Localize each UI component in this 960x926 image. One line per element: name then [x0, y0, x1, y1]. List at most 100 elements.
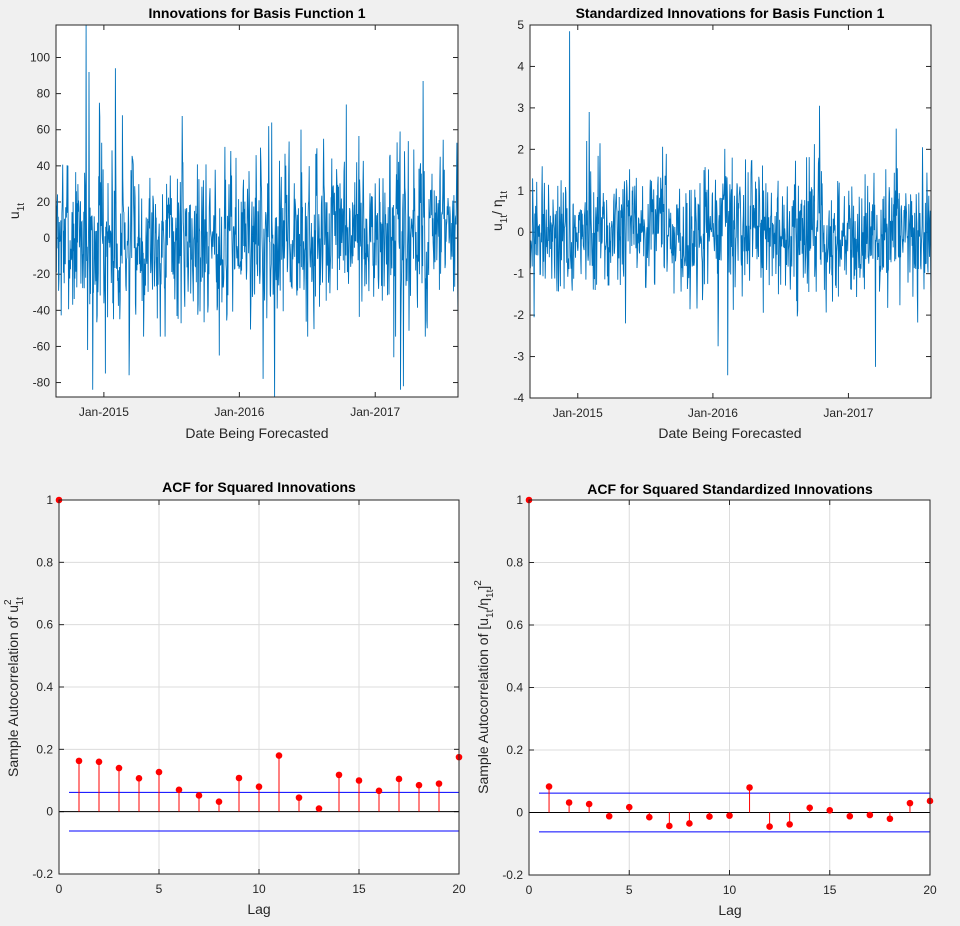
y-tick-label: -4: [513, 391, 524, 405]
x-tick-label: Jan-2015: [553, 406, 603, 420]
x-tick-label: 20: [452, 882, 466, 896]
y-axis-label-part-3: / η: [489, 199, 505, 215]
x-tick-label: 5: [156, 882, 163, 896]
acf-stem-marker: [315, 805, 323, 812]
y-tick-label: 0: [516, 806, 523, 820]
innovation-series-line: [55, 24, 459, 398]
y-tick-label: 0.8: [506, 556, 523, 570]
y-tick-label: 2: [517, 142, 524, 156]
x-axis-label: Lag: [718, 902, 741, 918]
y-tick-label: 1: [517, 184, 524, 198]
y-axis-label: u1t/ η1t: [489, 191, 510, 231]
y-tick-label: -3: [513, 350, 524, 364]
y-axis-label-part-2: 1t: [485, 609, 496, 618]
acf-stem-marker: [826, 807, 834, 814]
y-tick-label: 80: [37, 87, 51, 101]
y-tick-label: -0.2: [502, 868, 523, 882]
y-tick-label: 4: [517, 59, 524, 73]
acf-stem-marker: [886, 815, 894, 823]
y-axis-label-subscript: 1t: [16, 203, 27, 212]
acf-squared-standardized-innovations-chart: 10.80.60.40.20-0.2 0 5 10 15 20 ACF for Squa…: [473, 481, 937, 918]
x-axis-label: Date Being Forecasted: [185, 425, 328, 441]
y-tick-label: 0: [517, 225, 524, 239]
acf-stem-marker: [115, 764, 123, 772]
acf-stems-group: [525, 496, 934, 876]
y-tick-label: 1: [516, 493, 523, 507]
acf-stem-marker: [95, 758, 103, 766]
chart-title: Standardized Innovations for Basis Funct…: [576, 5, 885, 21]
y-axis-label-part-1: Sample Autocorrelation of [u: [475, 618, 491, 794]
y-tick-label: -2: [513, 308, 524, 322]
acf-stem-marker: [706, 813, 713, 820]
x-tick-labels: Jan-2015 Jan-2016 Jan-2017: [79, 405, 401, 419]
x-tick-label: Jan-2015: [79, 405, 129, 419]
y-axis-label-part-3: /η: [475, 598, 491, 610]
y-tick-label: 100: [30, 51, 50, 65]
x-axis-label: Lag: [247, 901, 270, 917]
y-axis-label-part-5: ]: [475, 586, 491, 590]
y-axis-label-superscript: 2: [3, 599, 14, 605]
acf-stem-marker: [906, 799, 914, 807]
x-tick-label: 0: [56, 882, 63, 896]
acf-stem-marker: [806, 804, 814, 812]
acf-stem-marker: [545, 783, 553, 790]
y-tick-labels: 5 4 3 2 1 0 -1 -2 -3 -4: [513, 18, 524, 405]
acf-stem-marker: [175, 786, 183, 794]
acf-stem-marker: [235, 774, 243, 782]
y-tick-label: -60: [33, 339, 51, 353]
x-tick-label: 5: [626, 883, 633, 897]
acf-stem-marker: [846, 812, 854, 820]
acf-stem-marker: [75, 757, 83, 765]
y-tick-label: 0.4: [506, 681, 523, 695]
acf-stem-marker: [155, 768, 163, 776]
axes-box: [58, 499, 460, 875]
y-axis-label-part-4: 1t: [499, 191, 510, 200]
x-tick-labels: Jan-2015 Jan-2016 Jan-2017: [553, 406, 874, 420]
axes-box: [528, 499, 931, 876]
y-tick-label: 0.4: [36, 680, 53, 694]
y-tick-label: 20: [37, 195, 51, 209]
x-tick-label: 15: [352, 882, 366, 896]
acf-stem-marker: [375, 787, 383, 795]
y-tick-label: -1: [513, 267, 524, 281]
innovations-series-group: [55, 24, 459, 398]
acf-stem-marker: [746, 784, 753, 791]
x-tick-label: Jan-2017: [350, 405, 400, 419]
y-tick-labels: 1 0.8 0.6 0.4 0.2 0 -0.2: [32, 493, 53, 881]
acf-stem-marker: [866, 811, 874, 819]
y-axis-label: Sample Autocorrelation of [u1t/η1t]2: [473, 580, 496, 794]
acf-stem-marker: [275, 752, 283, 759]
chart-title: ACF for Squared Innovations: [162, 479, 356, 495]
axes-box: [529, 24, 932, 399]
acf-squared-innovations-chart: 10.80.60.40.20-0.2 0 5 10 15 20 ACF for Squa…: [3, 479, 466, 917]
x-tick-label: 20: [923, 883, 937, 897]
y-tick-label: 5: [517, 18, 524, 32]
y-axis-label-main: u: [6, 211, 22, 219]
y-tick-label: -0.2: [32, 867, 53, 881]
acf-stem-marker: [415, 781, 423, 789]
x-tick-label: Jan-2017: [823, 406, 873, 420]
y-axis-label: Sample Autocorrelation of u21t: [3, 597, 26, 777]
acf-stem-marker: [766, 823, 773, 830]
y-tick-labels: 100 80 60 40 20 0 -20 -40 -60 -80: [30, 51, 50, 390]
y-tick-label: 0: [43, 231, 50, 245]
x-tick-label: 15: [823, 883, 837, 897]
y-tick-label: 3: [517, 101, 524, 115]
y-tick-label: -40: [33, 303, 51, 317]
y-axis-label-part-6: 2: [473, 580, 484, 586]
acf-stem-marker: [255, 783, 263, 791]
y-tick-label: 0.6: [36, 618, 53, 632]
y-tick-label: 0.6: [506, 618, 523, 632]
acf-stem-marker: [786, 821, 793, 828]
acf-stem-marker: [686, 820, 693, 827]
y-tick-label: -80: [33, 376, 51, 390]
x-tick-label: 10: [252, 882, 266, 896]
y-axis-label-subscript: 1t: [15, 597, 26, 606]
chart-title: Innovations for Basis Function 1: [148, 5, 365, 21]
acf-stem-marker: [435, 780, 443, 787]
y-tick-labels: 1 0.8 0.6 0.4 0.2 0 -0.2: [502, 493, 523, 882]
y-tick-label: 0.8: [36, 555, 53, 569]
